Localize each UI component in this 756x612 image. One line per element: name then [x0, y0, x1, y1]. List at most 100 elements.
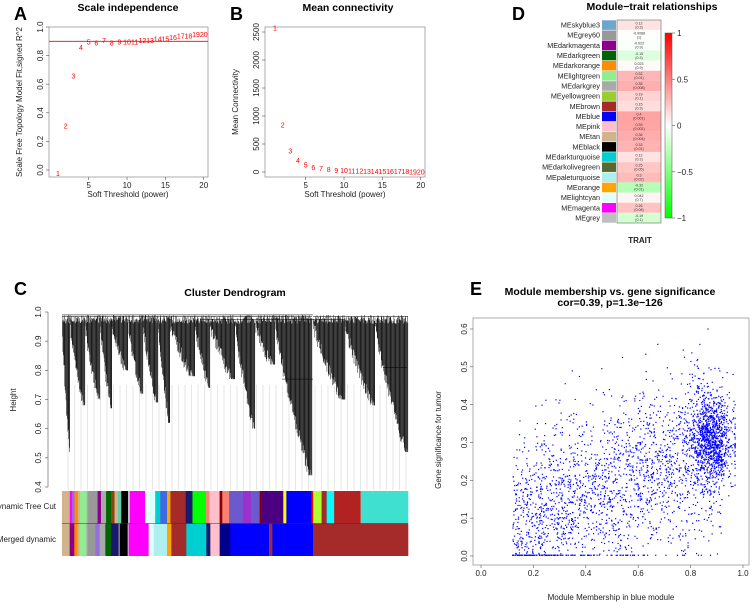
scatter-point [515, 518, 517, 521]
scatter-point [708, 418, 710, 420]
scatter-point [716, 414, 718, 416]
scatter-point [728, 397, 730, 399]
scatter-point [716, 390, 718, 392]
scatter-point [704, 436, 706, 438]
scatter-point [607, 467, 609, 469]
scatter-point [720, 459, 722, 462]
scatter-point [642, 424, 645, 427]
scatter-point [681, 549, 683, 552]
scatter-point [718, 452, 720, 454]
scatter-point [645, 353, 647, 355]
scatter-point [697, 477, 699, 480]
scatter-point [703, 412, 705, 414]
x-tick-label: 15 [378, 181, 387, 190]
scatter-point [659, 468, 662, 470]
scatter-point [601, 474, 604, 476]
scatter-point [688, 449, 691, 451]
scatter-point [634, 535, 636, 537]
scatter-point [705, 476, 708, 478]
scatter-point [540, 546, 542, 548]
scatter-point [513, 535, 516, 537]
scatter-point [687, 427, 689, 429]
scatter-point [653, 435, 655, 438]
scatter-point [713, 425, 715, 427]
scatter-point [708, 432, 711, 434]
scatter-point [694, 450, 696, 452]
scatter-point [701, 425, 703, 427]
scatter-point [657, 343, 659, 345]
scatter-point [715, 445, 717, 447]
scatter-point [631, 430, 634, 432]
scatter-point [651, 491, 653, 493]
scatter-point [721, 404, 723, 406]
scatter-point [564, 502, 566, 504]
cell-correlation: 0.39 [636, 123, 643, 127]
scatter-point [670, 441, 672, 443]
scatter-point [678, 406, 680, 408]
scatter-point [519, 449, 521, 451]
scatter-point [712, 446, 715, 448]
scatter-point [529, 498, 531, 501]
scatter-point [666, 456, 668, 458]
scatter-point [655, 396, 658, 398]
scatter-point [643, 395, 645, 397]
cell-correlation: -0.32 [635, 184, 643, 188]
heatmap-cell [617, 111, 661, 122]
scatter-point [693, 433, 695, 435]
scatter-point [646, 503, 649, 506]
scatter-point [522, 477, 524, 479]
scatter-point [601, 541, 603, 544]
scatter-point [696, 501, 699, 503]
scatter-point [684, 413, 686, 416]
scatter-point [710, 439, 712, 441]
scatter-point [583, 443, 586, 446]
scatter-point [576, 479, 578, 481]
scatter-point [719, 526, 722, 528]
scatter-point [532, 502, 534, 504]
scatter-point [698, 420, 700, 422]
scatter-point [697, 461, 699, 464]
scatter-point [576, 496, 579, 498]
scatter-point [706, 469, 708, 471]
scatter-point [698, 455, 700, 457]
scatter-point [631, 418, 633, 420]
scatter-point [707, 391, 709, 394]
scatter-point [648, 476, 650, 478]
scatter-point [595, 512, 597, 514]
scatter-point [553, 454, 555, 457]
scatter-point [713, 464, 715, 466]
scatter-point [685, 533, 687, 535]
scatter-point [608, 517, 610, 519]
scatter-point [707, 425, 709, 427]
scatter-point [713, 457, 715, 460]
scatter-point [713, 453, 715, 455]
scatter-point [661, 425, 663, 427]
scatter-point [619, 405, 621, 407]
scatter-point [526, 546, 528, 548]
scatter-point [697, 391, 699, 393]
heatmap-cell [617, 151, 661, 163]
scatter-point [688, 529, 690, 531]
scatter-point [598, 554, 600, 556]
scatter-point [692, 444, 694, 446]
scatter-point [730, 456, 732, 458]
scatter-point [522, 509, 524, 511]
scatter-point [708, 441, 710, 444]
scatter-point [686, 520, 688, 522]
scatter-point [734, 484, 736, 486]
scatter-point [727, 423, 729, 425]
scatter-point [526, 502, 528, 504]
module-color-segment [286, 491, 312, 524]
scatter-point [699, 437, 701, 440]
scatter-point [569, 501, 571, 503]
scatter-point [597, 485, 599, 487]
scatter-point [687, 491, 689, 493]
scatter-point [673, 482, 676, 484]
scatter-point [543, 550, 545, 553]
scatter-point [717, 444, 720, 447]
cell-pvalue: (0.7) [635, 198, 642, 202]
scatter-point [592, 548, 594, 550]
scatter-point [579, 487, 581, 489]
scatter-point [628, 544, 630, 547]
scatter-point [661, 509, 663, 511]
